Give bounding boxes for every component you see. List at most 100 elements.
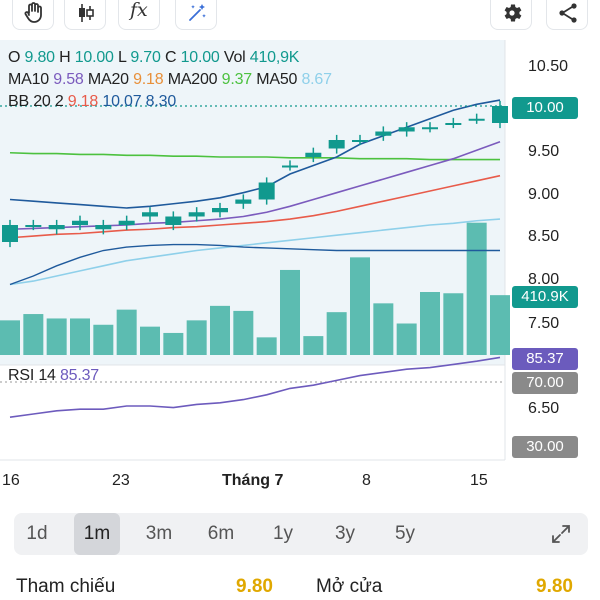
volume-bar — [443, 293, 464, 355]
magic-wand-icon — [189, 4, 206, 21]
candle-body — [328, 140, 345, 149]
bb-upper-line — [9, 99, 501, 209]
candle-body — [235, 199, 252, 204]
volume-bar — [350, 257, 370, 355]
ma200-line — [9, 151, 500, 161]
candle-body — [375, 131, 392, 136]
candle-body — [25, 225, 42, 227]
rsi-value: 85.37 — [59, 367, 100, 384]
volume-bar — [373, 303, 394, 355]
bb-mid-line — [9, 174, 501, 239]
low-label: L — [118, 49, 127, 66]
high-value: 10.00 — [74, 49, 114, 66]
period-3m-button[interactable]: 3m — [145, 523, 173, 544]
period-1y-button[interactable]: 1y — [272, 523, 294, 544]
x-tick: 15 — [470, 472, 488, 489]
candle-body — [48, 225, 65, 230]
x-tick: 8 — [362, 472, 371, 489]
high-label: H — [59, 49, 71, 66]
bb-legend: BB 20 2 9.18 10.07 8.30 — [8, 92, 176, 112]
settings-button[interactable] — [490, 0, 532, 30]
period-selector: 1d 1m 3m 6m 1y 3y 5y — [14, 513, 588, 555]
share-icon — [559, 3, 577, 23]
price-tick: 8.00 — [528, 271, 560, 288]
rsi-label: RSI 14 — [8, 367, 56, 384]
volume-bar — [140, 326, 160, 355]
chart-toolbar: fx — [0, 0, 600, 36]
rsi-line — [9, 356, 501, 418]
volume-bar — [210, 305, 230, 355]
ma10-value: 9.58 — [53, 71, 84, 88]
volume-bar — [303, 336, 324, 355]
volume-bar — [326, 312, 347, 355]
x-tick-month: Tháng 7 — [222, 472, 284, 489]
volume-bar — [466, 222, 487, 355]
price-tick: 9.00 — [528, 186, 560, 203]
candle-body — [422, 127, 438, 130]
open-price-label: Mở cửa — [316, 576, 383, 597]
candle-body — [398, 127, 415, 132]
candle-body — [492, 106, 508, 123]
x-tick: 16 — [2, 472, 20, 489]
volume-value: 410,9K — [249, 49, 300, 66]
share-button[interactable] — [546, 0, 588, 30]
candle-body — [282, 165, 298, 168]
volume-tag: 410.9K — [512, 286, 578, 308]
ohlc-legend: O 9.80 H 10.00 L 9.70 C 10.00 Vol 410,9K — [8, 48, 299, 68]
volume-bar — [233, 310, 254, 355]
volume-bar — [93, 324, 114, 355]
volume-label: Vol — [223, 49, 246, 66]
period-1d-button[interactable]: 1d — [26, 523, 48, 544]
open-price-value: 9.80 — [536, 576, 573, 597]
volume-bar — [23, 314, 44, 355]
candle-body — [95, 225, 112, 230]
period-5y-button[interactable]: 5y — [394, 523, 416, 544]
candle-body — [72, 220, 88, 225]
price-tick: 10.50 — [528, 58, 569, 75]
ma20-label: MA20 — [87, 71, 129, 88]
bb-lower-value: 8.30 — [145, 93, 177, 110]
x-tick: 23 — [112, 472, 130, 489]
period-1m-button[interactable]: 1m — [74, 513, 120, 555]
reference-label: Tham chiếu — [16, 576, 116, 597]
bb-label: BB 20 2 — [8, 93, 64, 110]
volume-bar — [46, 318, 67, 355]
bb-lower-line — [9, 243, 500, 286]
ma20-value: 9.18 — [133, 71, 164, 88]
close-label: C — [164, 49, 177, 66]
price-tick: 8.50 — [528, 228, 560, 245]
gear-icon — [504, 4, 522, 22]
ma-legend: MA10 9.58 MA20 9.18 MA200 9.37 MA50 8.67 — [8, 70, 332, 90]
volume-bar — [396, 323, 417, 355]
bb-upper-value: 10.07 — [102, 93, 142, 110]
candle-body — [2, 225, 18, 242]
candle-body — [165, 216, 182, 225]
ma200-value: 9.37 — [221, 71, 253, 88]
volume-bar — [0, 320, 20, 355]
candlestick-icon — [79, 4, 94, 22]
volume-bar — [116, 309, 137, 355]
period-6m-button[interactable]: 6m — [207, 523, 235, 544]
candle-body — [212, 208, 228, 213]
expand-icon[interactable] — [550, 523, 572, 545]
ma50-value: 8.67 — [301, 71, 332, 88]
period-3y-button[interactable]: 3y — [334, 523, 356, 544]
function-icon: fx — [130, 0, 148, 21]
ma50-line — [9, 218, 501, 286]
candle-body — [352, 140, 368, 142]
candle-body — [188, 212, 205, 217]
hand-tool-button[interactable] — [12, 0, 54, 30]
volume-bar — [280, 269, 300, 355]
price-chart[interactable] — [0, 0, 600, 470]
volume-bar — [163, 332, 184, 355]
open-label: O — [8, 49, 21, 66]
ma10-label: MA10 — [8, 71, 49, 88]
reference-value: 9.80 — [236, 576, 273, 597]
volume-bar — [420, 292, 440, 355]
indicators-button[interactable]: fx — [118, 0, 160, 30]
chart-type-button[interactable] — [64, 0, 106, 30]
volume-bar — [70, 318, 90, 355]
ma10-line — [9, 140, 501, 231]
ma200-label: MA200 — [167, 71, 218, 88]
drawing-tools-button[interactable] — [175, 0, 217, 30]
